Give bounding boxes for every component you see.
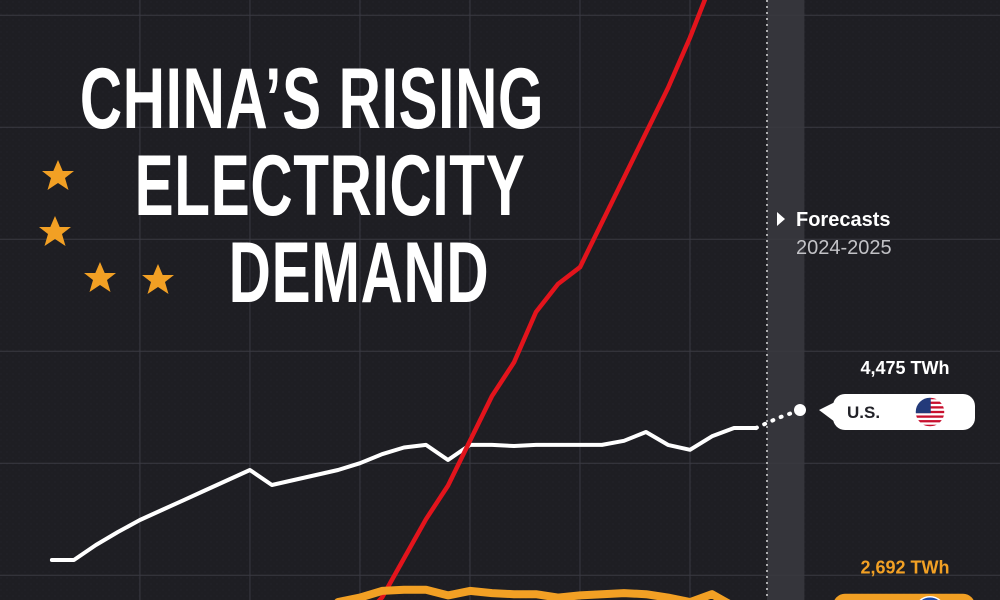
stars — [39, 160, 174, 294]
value-label: 4,475 TWh — [860, 358, 949, 378]
flag-ring — [919, 595, 941, 600]
flag-ring — [914, 396, 946, 428]
star — [142, 264, 174, 294]
series-pill — [834, 593, 974, 600]
forecast-band — [766, 0, 805, 600]
forecast-period: 2024-2025 — [796, 237, 892, 259]
series-line — [334, 585, 731, 600]
flag-field — [915, 596, 945, 600]
end-marker — [794, 404, 806, 417]
lines — [49, 0, 806, 600]
flag — [915, 596, 945, 600]
flag-stripe — [915, 424, 945, 428]
title-line: ELECTRICITY — [135, 137, 526, 234]
value-label: 2,692 TWh — [860, 558, 949, 578]
series-line — [376, 0, 708, 600]
star — [84, 262, 116, 292]
title-line: CHINA’S RISING — [80, 50, 544, 147]
flag-stripe — [915, 415, 945, 418]
labels: Forecasts 2024-2025 U.S. 4,475 TWh 2,692 TWh — [776, 209, 975, 600]
star — [39, 216, 71, 246]
flag-stripe — [915, 420, 945, 423]
forecast-label: Forecasts — [796, 209, 891, 231]
forecast-line — [754, 408, 802, 430]
title-block: CHINA’S RISING ELECTRICITY DEMAND — [39, 50, 544, 321]
star — [42, 160, 74, 190]
forecast-band — [766, 0, 805, 600]
series-name: U.S. — [847, 403, 880, 422]
pill-pointer — [819, 402, 835, 423]
title-line: DEMAND — [229, 224, 490, 321]
forecast-arrow — [776, 212, 785, 226]
series-line — [49, 426, 758, 562]
